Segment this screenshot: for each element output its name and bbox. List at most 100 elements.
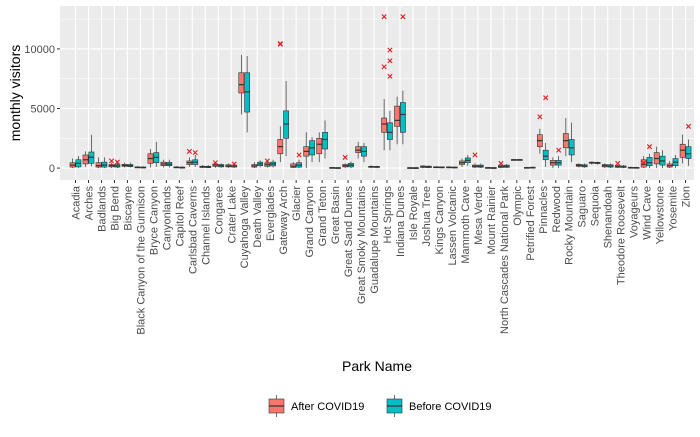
x-tick-label: Zion	[681, 186, 693, 207]
outlier-stroke	[212, 160, 218, 166]
outlier-stroke	[296, 152, 302, 158]
box-before-covid	[335, 167, 341, 169]
box-body	[394, 105, 400, 127]
box-before-covid	[218, 163, 225, 168]
box-before-covid	[490, 167, 497, 169]
y-axis-title: monthly visitors	[7, 45, 23, 141]
x-tick-label: Gateway Arch	[278, 186, 290, 254]
outlier-stroke	[231, 161, 237, 167]
box-after-covid	[69, 158, 76, 169]
box-after-covid	[575, 163, 582, 168]
x-tick-label: Mount Rainier	[486, 186, 498, 255]
outlier-stroke	[192, 150, 198, 156]
outlier-before-covid	[646, 144, 653, 150]
outlier-stroke	[342, 154, 348, 160]
box-before-covid	[451, 166, 458, 169]
outlier-layer	[108, 14, 692, 167]
x-tick-label: Badlands	[96, 186, 108, 232]
box-before-covid	[361, 143, 367, 163]
box-after-covid	[121, 162, 128, 168]
box-before-covid	[464, 154, 471, 166]
box-after-covid	[290, 162, 297, 169]
outlier-stroke	[387, 47, 393, 53]
box-before-covid	[685, 139, 692, 166]
x-tick-label: Wind Cave	[642, 186, 654, 240]
box-before-covid	[438, 166, 445, 169]
outlier-after-covid	[381, 14, 387, 20]
outlier-after-covid	[537, 114, 543, 120]
box-after-covid	[420, 165, 426, 169]
outlier-stroke	[472, 152, 478, 158]
box-after-covid	[433, 166, 439, 169]
box-before-covid	[633, 166, 640, 169]
box-after-covid	[368, 165, 375, 169]
box-after-covid	[108, 162, 115, 169]
outlier-stroke	[400, 14, 406, 20]
box-before-covid	[568, 122, 575, 163]
outlier-before-covid	[685, 123, 692, 129]
box-before-covid	[607, 163, 614, 169]
outlier-before-covid	[387, 47, 393, 53]
box-before-covid	[503, 163, 510, 169]
x-tick-label: Death Valley	[252, 186, 264, 248]
box-after-covid	[303, 132, 310, 169]
box-after-covid	[355, 141, 362, 159]
outlier-after-covid	[342, 154, 348, 160]
outlier-stroke	[108, 158, 115, 164]
x-tick-label: Pinnacles	[538, 186, 550, 234]
x-tick-label: Joshua Tree	[421, 186, 433, 247]
box-after-covid	[511, 159, 517, 161]
x-axis: Acadia Arches Badlands Big Bend Biscayne Blac…	[71, 180, 693, 335]
box-before-covid	[387, 110, 393, 151]
legend: After COVID19 Before COVID19	[268, 395, 492, 417]
box-after-covid	[498, 164, 504, 169]
x-tick-label: Hot Springs	[382, 186, 394, 244]
box-body	[685, 146, 692, 159]
box-after-covid	[381, 98, 388, 151]
x-tick-label: Mesa Verde	[473, 186, 485, 245]
box-before-covid	[244, 56, 251, 133]
outlier-after-covid	[212, 160, 218, 166]
box-after-covid	[407, 167, 413, 169]
box-before-covid	[646, 153, 653, 169]
outlier-after-covid	[498, 160, 504, 166]
x-tick-label: Isle Royale	[408, 186, 420, 240]
outlier-before-covid	[114, 159, 120, 165]
box-before-covid	[594, 161, 601, 165]
x-tick-label: Great Basin	[330, 186, 342, 244]
box-after-covid	[601, 163, 608, 169]
box-body	[387, 122, 393, 140]
x-tick-label: Biscayne	[122, 186, 134, 231]
box-before-covid	[516, 159, 523, 161]
box-after-covid	[238, 54, 245, 115]
box-after-covid	[666, 160, 673, 169]
box-before-covid	[529, 166, 536, 169]
outlier-before-covid	[192, 150, 198, 156]
box-after-covid	[95, 157, 102, 169]
box-before-covid	[140, 166, 147, 169]
outlier-stroke	[186, 148, 193, 154]
outlier-stroke	[387, 73, 393, 79]
outlier-stroke	[387, 58, 393, 64]
outlier-after-covid	[264, 158, 270, 164]
y-tick-label: 5000	[31, 103, 55, 115]
box-body	[95, 162, 102, 168]
x-tick-label: Kings Canyon	[434, 186, 446, 255]
box-before-covid	[75, 156, 82, 169]
box-before-covid	[374, 165, 380, 169]
x-tick-label: Grand Canyon	[304, 186, 316, 258]
x-tick-label: Bryce Canyon	[148, 186, 160, 255]
x-tick-label: Grand Teton	[317, 186, 329, 246]
box-after-covid	[679, 134, 686, 164]
x-tick-label: Crater Lake	[226, 186, 238, 243]
outlier-before-covid	[387, 58, 393, 64]
outlier-after-covid	[381, 64, 387, 70]
box-before-covid	[542, 143, 549, 167]
x-tick-label: Rocky Mountain	[564, 186, 576, 265]
legend-item: Before COVID19	[386, 395, 492, 417]
x-tick-label: Indiana Dunes	[395, 186, 407, 257]
box-body	[238, 72, 245, 94]
box-before-covid	[425, 165, 432, 169]
x-tick-label: Great Smoky Mountains	[356, 186, 368, 304]
